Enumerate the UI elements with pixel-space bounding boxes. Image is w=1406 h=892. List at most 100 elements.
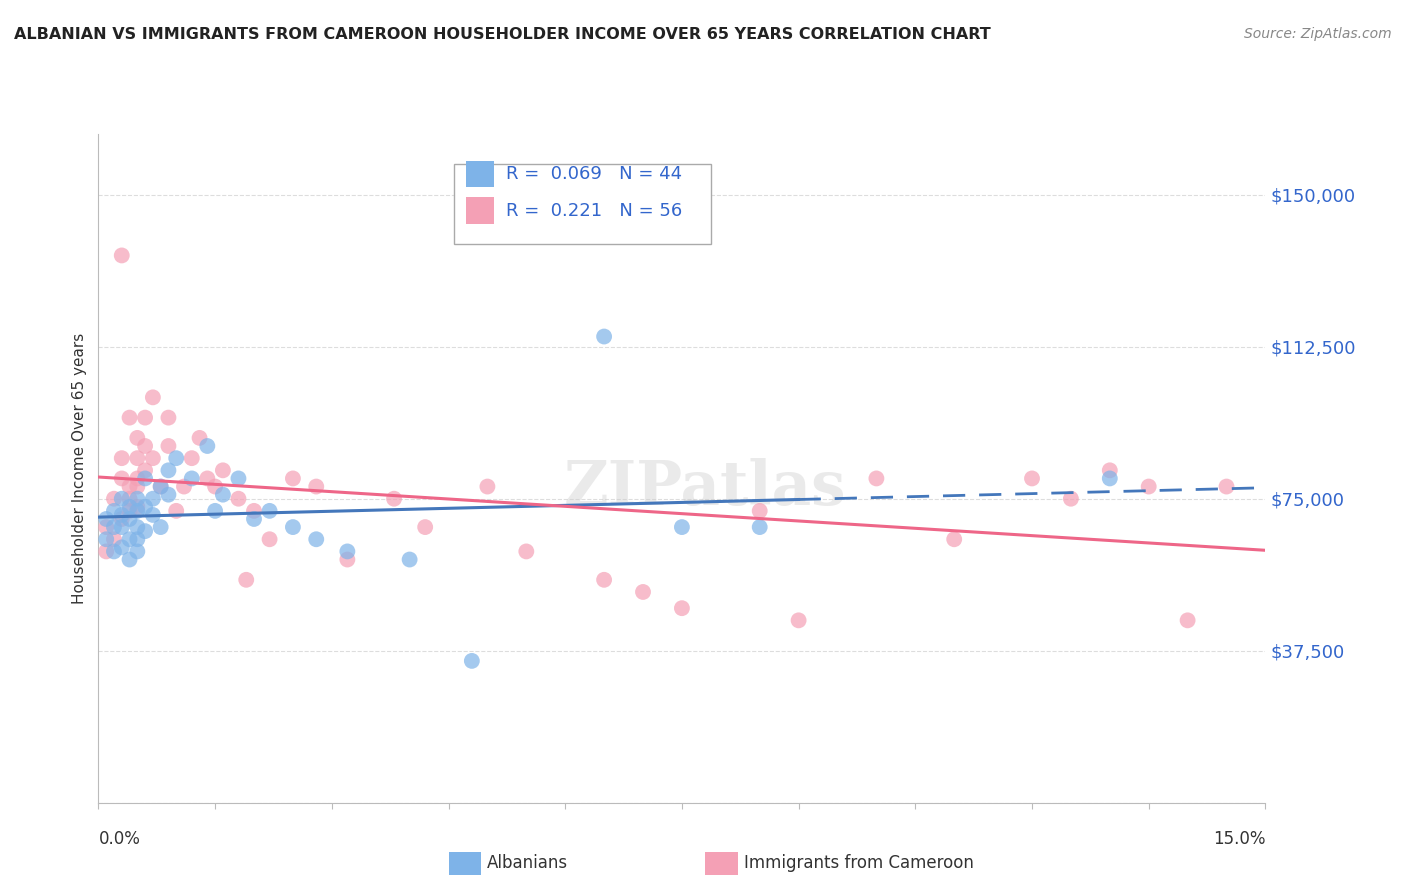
Point (118, 500, 141, 514)
Point (157, 463, 180, 477)
Point (134, 500, 156, 514)
Point (118, 491, 141, 506)
Point (382, 491, 405, 506)
Point (204, 504, 226, 518)
Point (204, 479, 226, 493)
Point (165, 504, 187, 518)
Point (259, 533, 281, 547)
Point (96, 512, 118, 526)
Point (96, 533, 118, 547)
Point (111, 471, 134, 485)
Point (398, 552, 420, 566)
Point (111, 520, 134, 534)
Point (336, 544, 359, 558)
Point (165, 451, 187, 466)
Point (96, 520, 118, 534)
Text: R =  0.221   N = 56: R = 0.221 N = 56 (506, 202, 682, 219)
Point (127, 431, 149, 445)
Point (1215, 479, 1237, 493)
Point (212, 488, 235, 502)
Point (228, 471, 250, 485)
Point (111, 541, 134, 555)
Point (748, 504, 770, 518)
Point (671, 601, 693, 615)
Point (142, 451, 165, 466)
Text: Source: ZipAtlas.com: Source: ZipAtlas.com (1244, 27, 1392, 41)
Point (111, 491, 134, 506)
Point (118, 504, 141, 518)
Point (111, 451, 134, 466)
Point (118, 479, 141, 493)
Point (157, 439, 180, 453)
Point (111, 512, 134, 526)
Point (1021, 471, 1043, 485)
Point (195, 439, 218, 453)
Point (1177, 613, 1199, 627)
Point (142, 390, 165, 404)
Point (188, 431, 211, 445)
Point (134, 410, 156, 425)
Point (142, 508, 165, 522)
Point (127, 533, 149, 547)
Point (593, 573, 616, 587)
Point (235, 573, 257, 587)
Point (593, 329, 616, 343)
Point (1060, 491, 1083, 506)
Point (157, 410, 180, 425)
Text: ALBANIAN VS IMMIGRANTS FROM CAMEROON HOUSEHOLDER INCOME OVER 65 YEARS CORRELATIO: ALBANIAN VS IMMIGRANTS FROM CAMEROON HOU… (14, 27, 991, 42)
Point (243, 504, 266, 518)
Point (413, 520, 436, 534)
Point (281, 520, 304, 534)
Point (212, 463, 235, 477)
Text: 0.0%: 0.0% (98, 830, 141, 847)
Point (1098, 463, 1121, 477)
Point (103, 491, 125, 506)
Point (103, 533, 125, 547)
Bar (465, 197, 494, 224)
Point (111, 508, 134, 522)
Point (149, 479, 172, 493)
Point (118, 552, 141, 566)
FancyBboxPatch shape (454, 164, 711, 244)
Point (127, 471, 149, 485)
Point (134, 524, 156, 538)
Bar (449, 852, 481, 875)
Point (127, 451, 149, 466)
Point (943, 533, 966, 547)
Point (305, 479, 328, 493)
Point (477, 479, 499, 493)
Point (142, 491, 165, 506)
Point (305, 533, 328, 547)
Text: Immigrants from Cameroon: Immigrants from Cameroon (744, 854, 973, 872)
Point (631, 585, 654, 599)
Y-axis label: Householder Income Over 65 years: Householder Income Over 65 years (72, 333, 87, 604)
Point (1098, 471, 1121, 485)
Point (127, 504, 149, 518)
Point (281, 471, 304, 485)
Point (134, 471, 156, 485)
Point (134, 439, 156, 453)
Point (180, 451, 202, 466)
Point (127, 520, 149, 534)
Point (228, 491, 250, 506)
Point (180, 471, 202, 485)
Point (127, 491, 149, 506)
Text: R =  0.069   N = 44: R = 0.069 N = 44 (506, 165, 682, 183)
Point (865, 471, 887, 485)
Point (103, 544, 125, 558)
Point (127, 500, 149, 514)
Point (103, 520, 125, 534)
Point (149, 479, 172, 493)
Text: 15.0%: 15.0% (1213, 830, 1265, 847)
Bar (706, 852, 738, 875)
Point (96, 544, 118, 558)
Point (127, 479, 149, 493)
Point (787, 613, 810, 627)
Point (461, 654, 484, 668)
Point (149, 520, 172, 534)
Point (515, 544, 537, 558)
Point (157, 488, 180, 502)
Text: ZIPatlas: ZIPatlas (564, 458, 846, 518)
Point (103, 504, 125, 518)
Text: Albanians: Albanians (486, 854, 568, 872)
